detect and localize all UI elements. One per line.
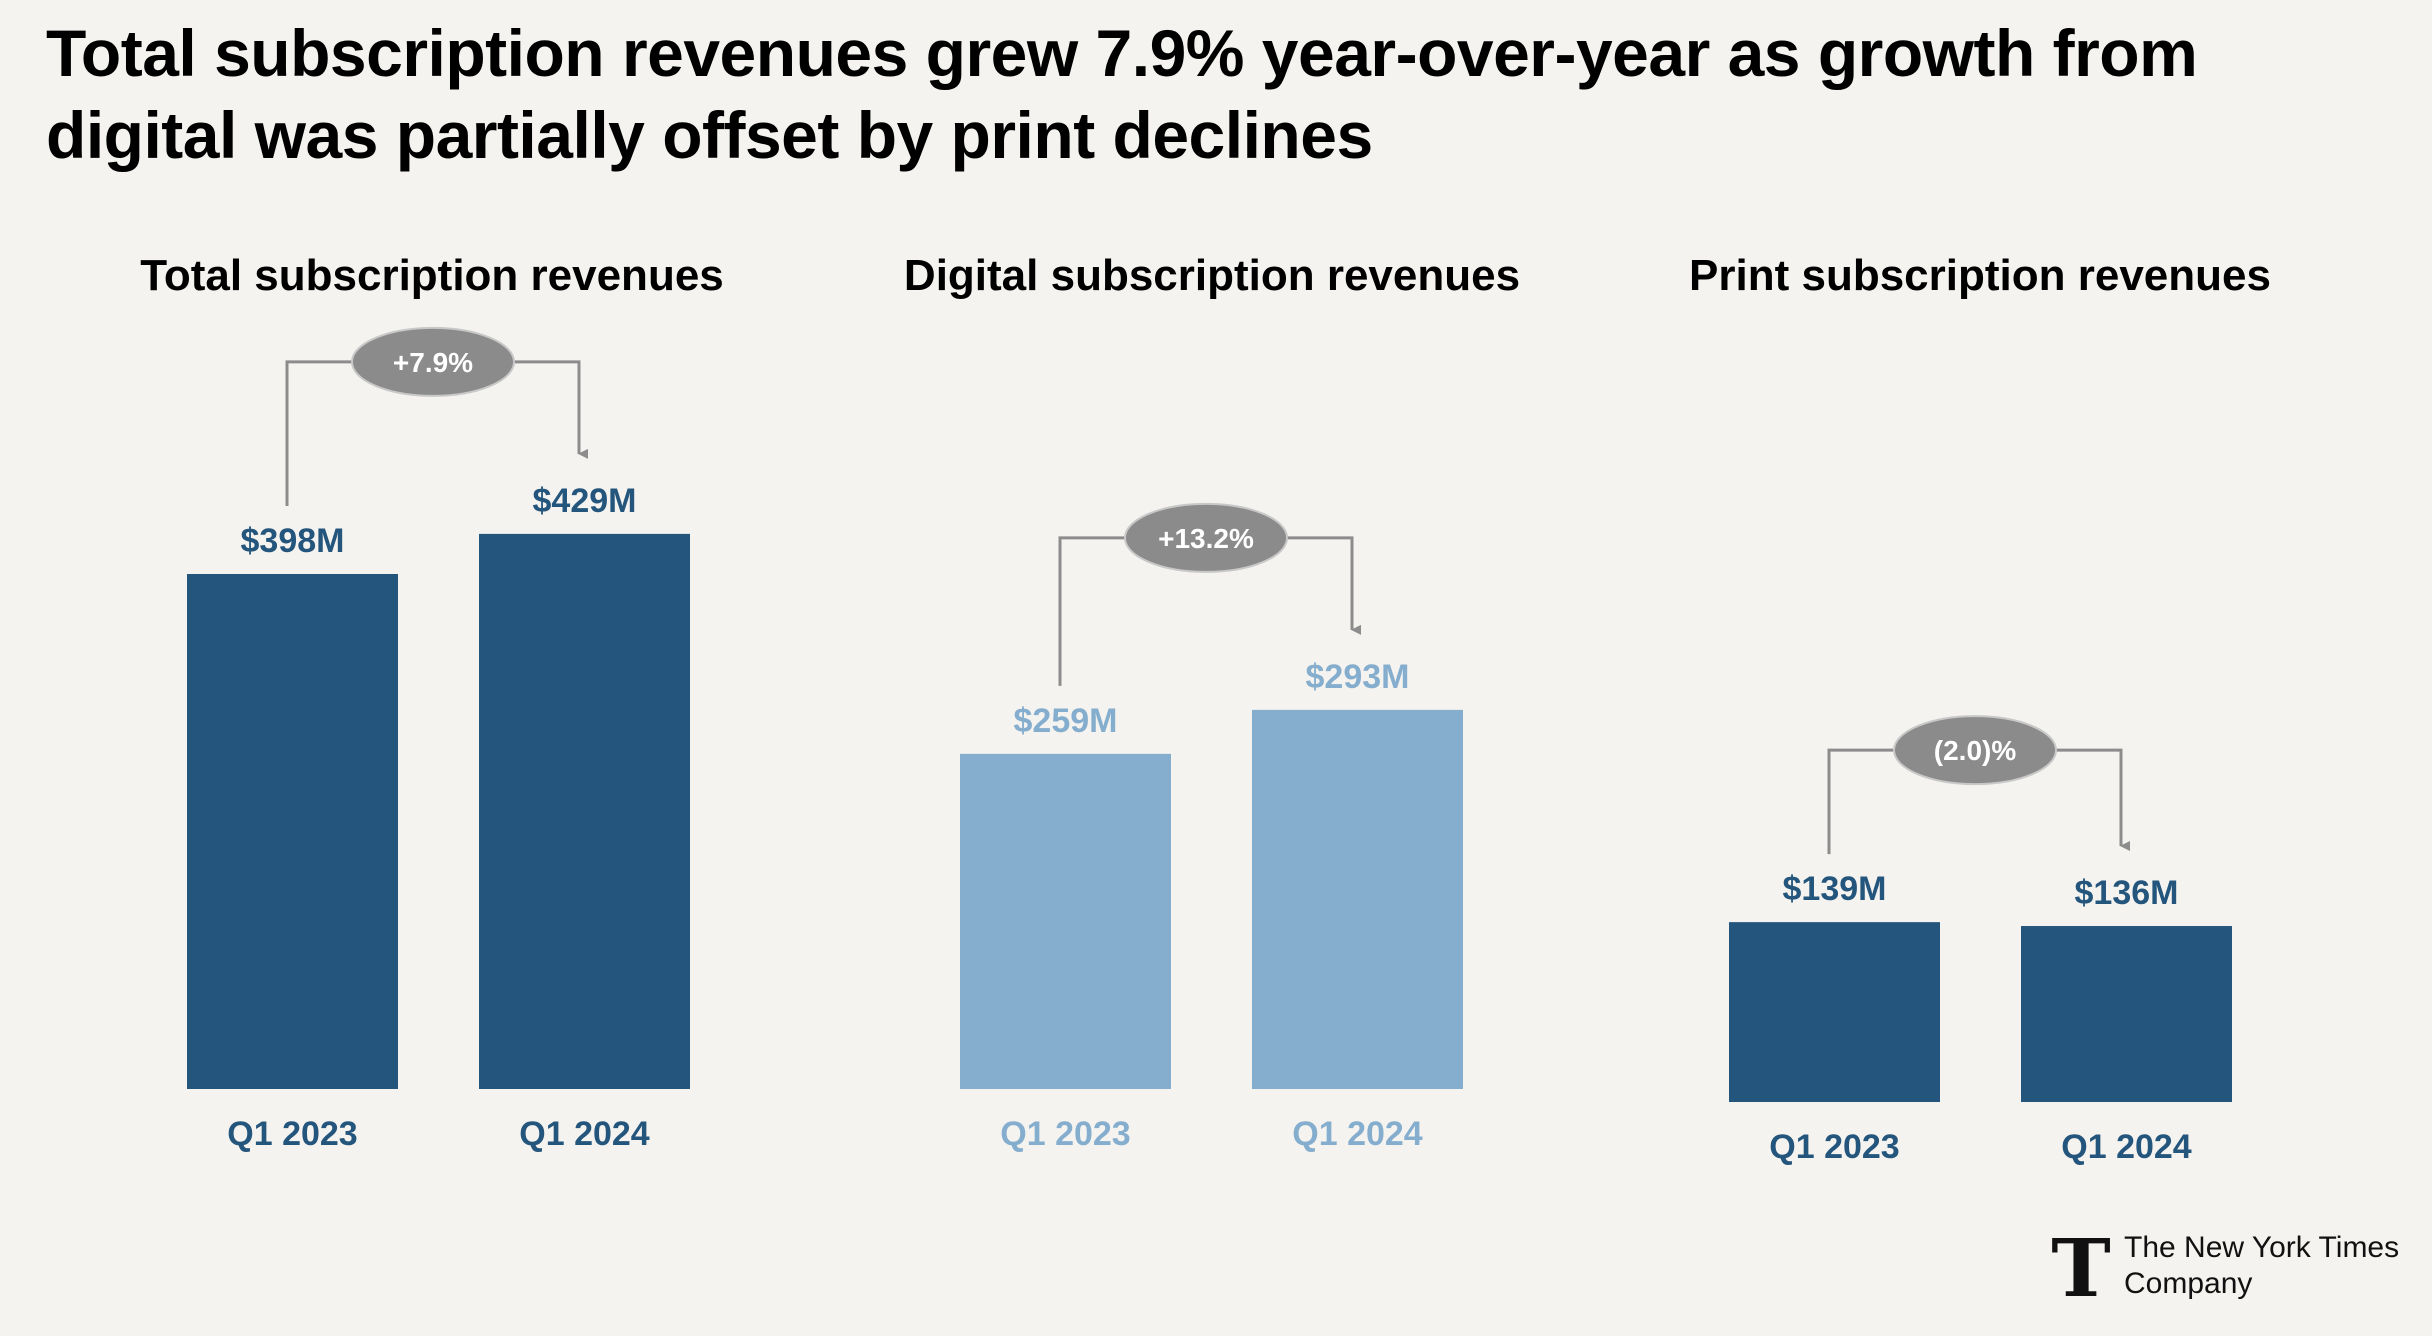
change-badge-digital — [1124, 502, 1288, 573]
bar-print-q1-2024 — [2021, 926, 2232, 1102]
category-label-print-q1-2024: Q1 2024 — [2061, 1128, 2192, 1166]
headline: Total subscription revenues grew 7.9% ye… — [46, 16, 2198, 172]
category-label-total-q1-2024: Q1 2024 — [519, 1115, 650, 1153]
change-label-total: +7.9% — [393, 347, 473, 378]
bar-digital-q1-2024 — [1252, 709, 1463, 1089]
bar-total-q1-2024 — [479, 533, 690, 1089]
category-label-digital-q1-2023: Q1 2023 — [1000, 1115, 1130, 1153]
svg-text:T: T — [2051, 1228, 2111, 1306]
value-label-print-q1-2023: $139M — [1783, 870, 1887, 908]
value-label-total-q1-2023: $398M — [241, 522, 345, 560]
company-name: The New York Times Company — [2124, 1231, 2400, 1300]
value-label-digital-q1-2024: $293M — [1306, 658, 1410, 696]
change-badge-print — [1893, 715, 2057, 786]
panel-title-print: Print subscription revenues — [1689, 251, 2271, 300]
bar-print-q1-2023 — [1729, 922, 1940, 1102]
change-badge-total — [351, 326, 515, 397]
change-label-digital: +13.2% — [1158, 523, 1254, 554]
category-label-total-q1-2023: Q1 2023 — [227, 1115, 357, 1153]
category-label-print-q1-2023: Q1 2023 — [1769, 1128, 1899, 1166]
change-label-print: (2.0)% — [1934, 735, 2017, 766]
panel-title-total: Total subscription revenues — [140, 251, 724, 300]
panel-title-digital: Digital subscription revenues — [903, 251, 1521, 300]
category-label-digital-q1-2024: Q1 2024 — [1292, 1115, 1423, 1153]
bar-digital-q1-2023 — [960, 753, 1171, 1089]
bar-total-q1-2023 — [187, 574, 398, 1089]
value-label-total-q1-2024: $429M — [533, 482, 637, 520]
nyt-logo-icon: T — [2051, 1228, 2111, 1306]
value-label-print-q1-2024: $136M — [2075, 874, 2179, 912]
value-label-digital-q1-2023: $259M — [1014, 702, 1118, 740]
